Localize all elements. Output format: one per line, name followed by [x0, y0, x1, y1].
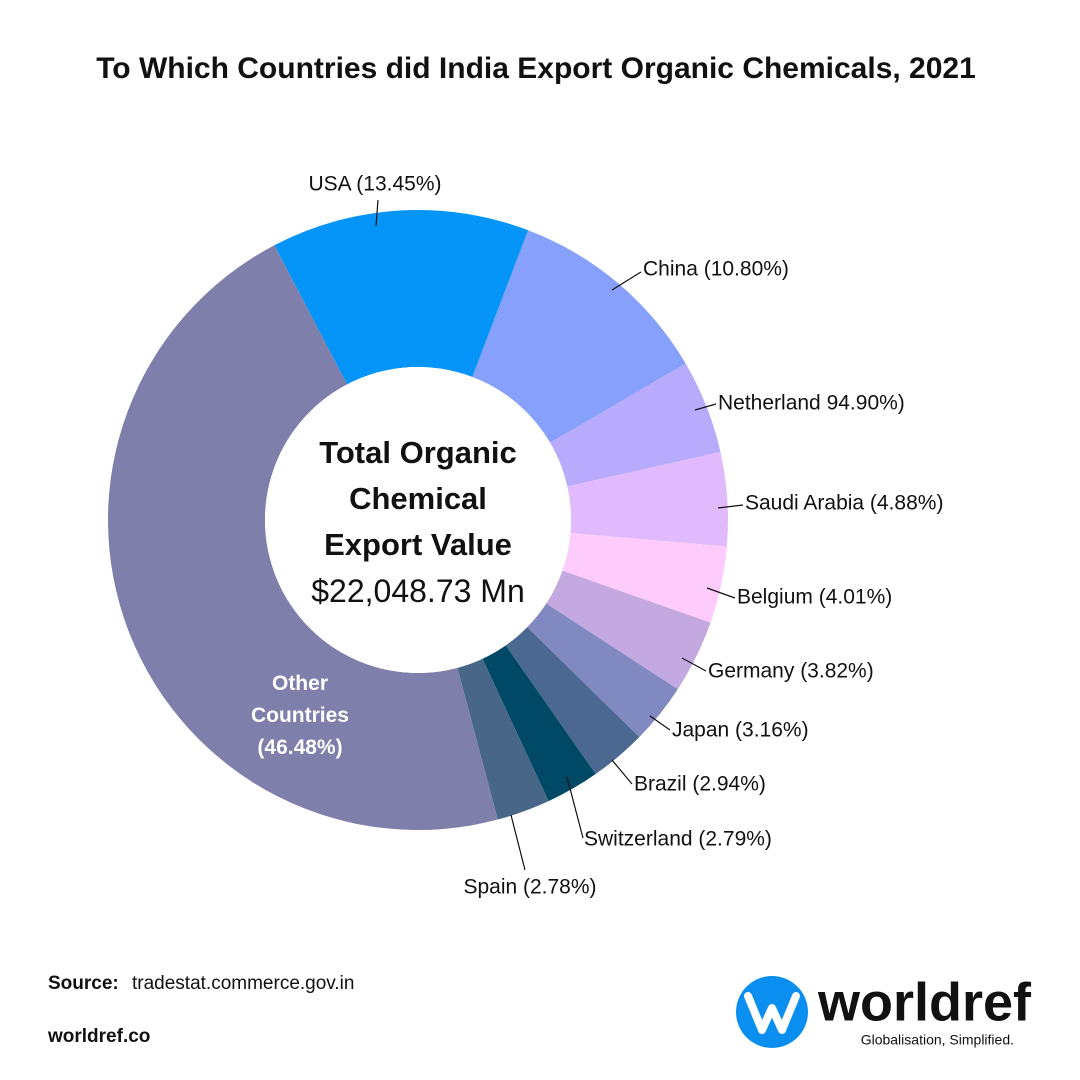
- slice: [567, 452, 729, 547]
- logo-mark: [744, 992, 800, 1034]
- slice-label: Japan (3.16%): [672, 719, 809, 742]
- center-label: Total Organic Chemical Export Value $22,…: [298, 430, 538, 614]
- slice: [274, 209, 529, 385]
- slice: [482, 645, 596, 802]
- slice: [527, 603, 678, 738]
- source: tradestat.commerce.gov.in: [132, 973, 354, 994]
- logo: worldref Globalisation, Simplified.: [736, 972, 1032, 1048]
- slice-label: Netherland 94.90%): [718, 392, 905, 415]
- leader-line: [611, 759, 633, 785]
- website: worldref.co: [47, 1026, 150, 1047]
- slice: [546, 570, 711, 690]
- slice: [457, 658, 549, 820]
- center-total: $22,048.73 Mn: [311, 573, 525, 609]
- chart-title: To Which Countries did India Export Orga…: [96, 52, 976, 85]
- slice-label: Switzerland (2.79%): [584, 828, 772, 851]
- leader-line: [510, 814, 526, 871]
- logo-tagline: Globalisation, Simplified.: [861, 1032, 1014, 1048]
- center-title: Total Organic Chemical Export Value: [319, 435, 517, 562]
- slice-label: Saudi Arabia (4.88%): [745, 492, 943, 515]
- leader-line: [694, 403, 717, 411]
- slice-label: Germany (3.82%): [708, 660, 874, 683]
- slice-label: Other Countries (46.48%): [250, 672, 349, 759]
- leader-line: [611, 271, 642, 291]
- leader-line: [681, 657, 707, 672]
- leader-line: [717, 504, 744, 509]
- leader-line: [649, 715, 671, 731]
- leader-line: [566, 776, 584, 839]
- logo-name: worldref: [817, 972, 1032, 1032]
- slice-label: USA (13.45%): [308, 173, 441, 196]
- source-label: Source:: [48, 973, 119, 994]
- slice: [550, 363, 721, 487]
- slice-label: China (10.80%): [643, 258, 789, 281]
- slice: [472, 230, 686, 443]
- slice: [107, 245, 498, 831]
- slice: [562, 533, 727, 623]
- donut-hole: [265, 367, 571, 673]
- slice-label: Spain (2.78%): [463, 876, 596, 899]
- slice-label: Belgium (4.01%): [737, 586, 892, 609]
- slice: [505, 627, 640, 775]
- leader-line: [706, 587, 736, 599]
- leader-line: [375, 199, 379, 227]
- slice-label: Brazil (2.94%): [634, 773, 766, 796]
